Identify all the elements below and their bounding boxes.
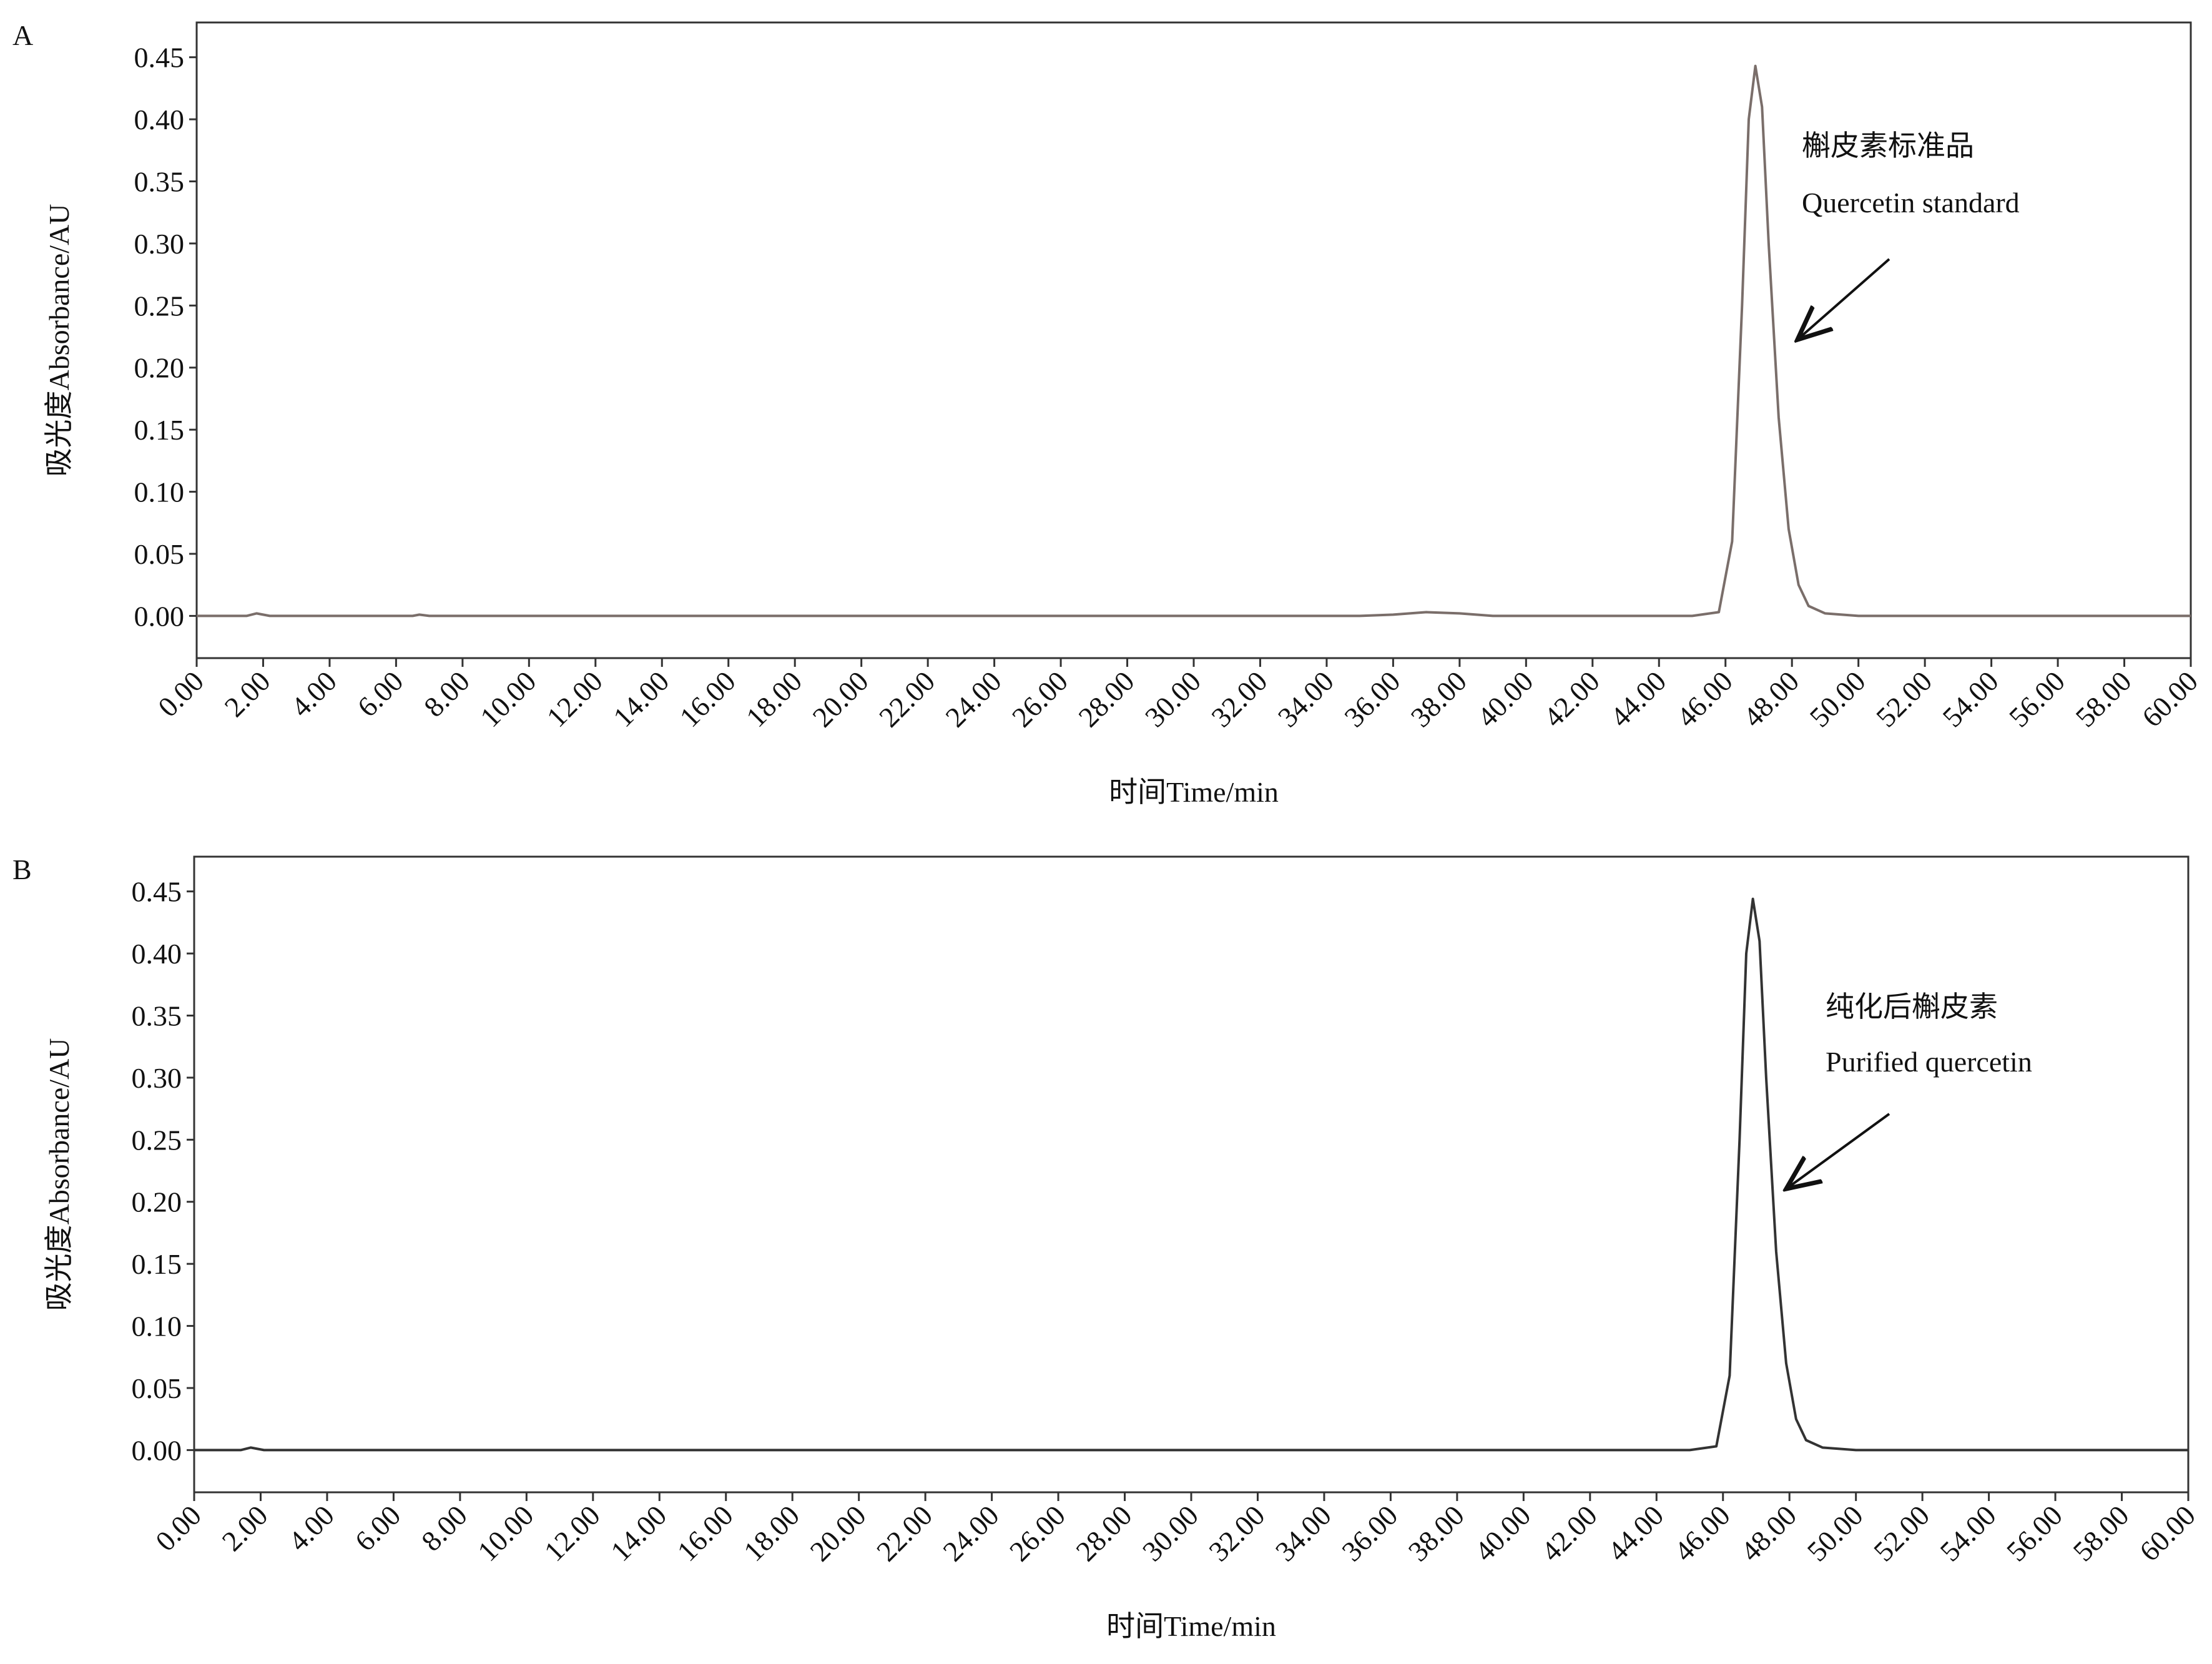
x-tick-label: 6.00 [348,1499,406,1557]
x-tick-label: 24.00 [936,1499,1005,1567]
annotation-text: 槲皮素标准品 [1802,130,1974,162]
x-tick-label: 2.00 [216,1499,274,1557]
x-tick-label: 14.00 [604,1499,672,1567]
x-tick-label: 0.00 [149,1499,207,1557]
x-tick-label: 26.00 [1006,665,1074,733]
x-tick-label: 8.00 [418,665,476,723]
x-tick-label: 16.00 [671,1499,739,1567]
x-tick-label: 50.00 [1803,665,1871,733]
y-tick-label: 0.35 [134,166,185,198]
x-tick-label: 56.00 [2000,1499,2068,1567]
y-tick-label: 0.20 [132,1186,182,1218]
x-tick-label: 40.00 [1468,1499,1536,1567]
annotation-arrow [1797,258,1890,340]
x-tick-label: 46.00 [1671,665,1739,733]
y-tick-label: 0.15 [132,1248,182,1280]
x-tick-label: 36.00 [1338,665,1406,733]
y-tick-label: 0.40 [132,938,182,970]
x-tick-label: 20.00 [806,665,874,733]
plot-frame [195,21,2192,659]
x-tick-label: 22.00 [873,665,941,733]
x-tick-label: 4.00 [282,1499,340,1557]
x-tick-label: 54.00 [1936,665,2004,733]
x-tick-label: 44.00 [1601,1499,1669,1567]
x-tick-label: 42.00 [1535,1499,1603,1567]
x-tick-label: 26.00 [1003,1499,1071,1567]
x-tick-label: 58.00 [2067,1499,2135,1567]
x-tick-label: 48.00 [1737,665,1805,733]
x-tick-label: 34.00 [1269,1499,1337,1567]
x-axis-label: 时间Time/min [1109,776,1279,808]
x-tick-label: 30.00 [1136,1499,1204,1567]
x-tick-label: 42.00 [1538,665,1606,733]
y-tick-label: 0.05 [134,538,185,570]
x-tick-label: 60.00 [2136,665,2204,733]
x-tick-label: 48.00 [1734,1499,1802,1567]
y-tick-label: 0.10 [132,1311,182,1342]
x-tick-label: 40.00 [1471,665,1539,733]
x-axis-label: 时间Time/min [1106,1610,1276,1642]
x-tick-label: 14.00 [607,665,675,733]
y-tick-label: 0.00 [132,1434,182,1466]
x-tick-label: 30.00 [1139,665,1207,733]
x-tick-label: 8.00 [415,1499,473,1557]
y-tick-label: 0.05 [132,1372,182,1404]
annotation-arrow [1786,1113,1890,1189]
x-tick-label: 32.00 [1205,665,1273,733]
x-tick-label: 58.00 [2069,665,2137,733]
y-tick-label: 0.25 [134,290,185,322]
x-tick-label: 38.00 [1402,1499,1470,1567]
panel-label: B [12,854,32,885]
y-tick-label: 0.30 [132,1062,182,1094]
x-tick-label: 28.00 [1069,1499,1138,1567]
y-axis-label: 吸光度Absorbance/AU [43,1038,75,1311]
x-tick-label: 10.00 [471,1499,539,1567]
x-tick-label: 60.00 [2133,1499,2201,1567]
x-tick-label: 4.00 [285,665,343,723]
chromatogram-line [197,64,2191,618]
x-tick-label: 18.00 [737,1499,805,1567]
x-tick-label: 34.00 [1272,665,1340,733]
x-tick-label: 16.00 [674,665,742,733]
x-tick-label: 54.00 [1934,1499,2002,1567]
y-tick-label: 0.25 [132,1124,182,1156]
x-tick-label: 32.00 [1202,1499,1271,1567]
x-tick-label: 18.00 [740,665,808,733]
x-tick-label: 52.00 [1870,665,1938,733]
y-tick-label: 0.35 [132,1000,182,1032]
y-tick-label: 0.00 [134,600,185,632]
x-tick-label: 0.00 [152,665,210,723]
annotation-text: Purified quercetin [1826,1046,2032,1078]
x-tick-label: 12.00 [541,665,609,733]
chromatogram-line [194,897,2188,1452]
x-tick-label: 56.00 [2003,665,2071,733]
x-tick-label: 50.00 [1801,1499,1869,1567]
x-tick-label: 38.00 [1405,665,1473,733]
y-tick-label: 0.45 [134,42,185,74]
x-tick-label: 6.00 [351,665,409,723]
x-tick-label: 44.00 [1604,665,1672,733]
y-tick-label: 0.40 [134,104,185,135]
x-tick-label: 46.00 [1668,1499,1736,1567]
y-tick-label: 0.30 [134,228,185,260]
x-tick-label: 22.00 [870,1499,938,1567]
x-tick-label: 36.00 [1335,1499,1403,1567]
x-tick-label: 52.00 [1867,1499,1935,1567]
y-axis-label: 吸光度Absorbance/AU [43,204,75,477]
x-tick-label: 10.00 [474,665,542,733]
y-tick-label: 0.45 [132,876,182,908]
x-tick-label: 28.00 [1072,665,1140,733]
plot-frame [193,855,2190,1494]
x-tick-label: 24.00 [939,665,1007,733]
annotation-text: 纯化后槲皮素 [1826,991,1998,1023]
x-tick-label: 12.00 [538,1499,606,1567]
annotation-text: Quercetin standard [1802,187,2020,219]
y-tick-label: 0.20 [134,352,185,384]
y-tick-label: 0.15 [134,414,185,446]
x-tick-label: 20.00 [804,1499,872,1567]
y-tick-label: 0.10 [134,476,185,508]
x-tick-label: 2.00 [219,665,277,723]
panel-label: A [12,19,33,51]
